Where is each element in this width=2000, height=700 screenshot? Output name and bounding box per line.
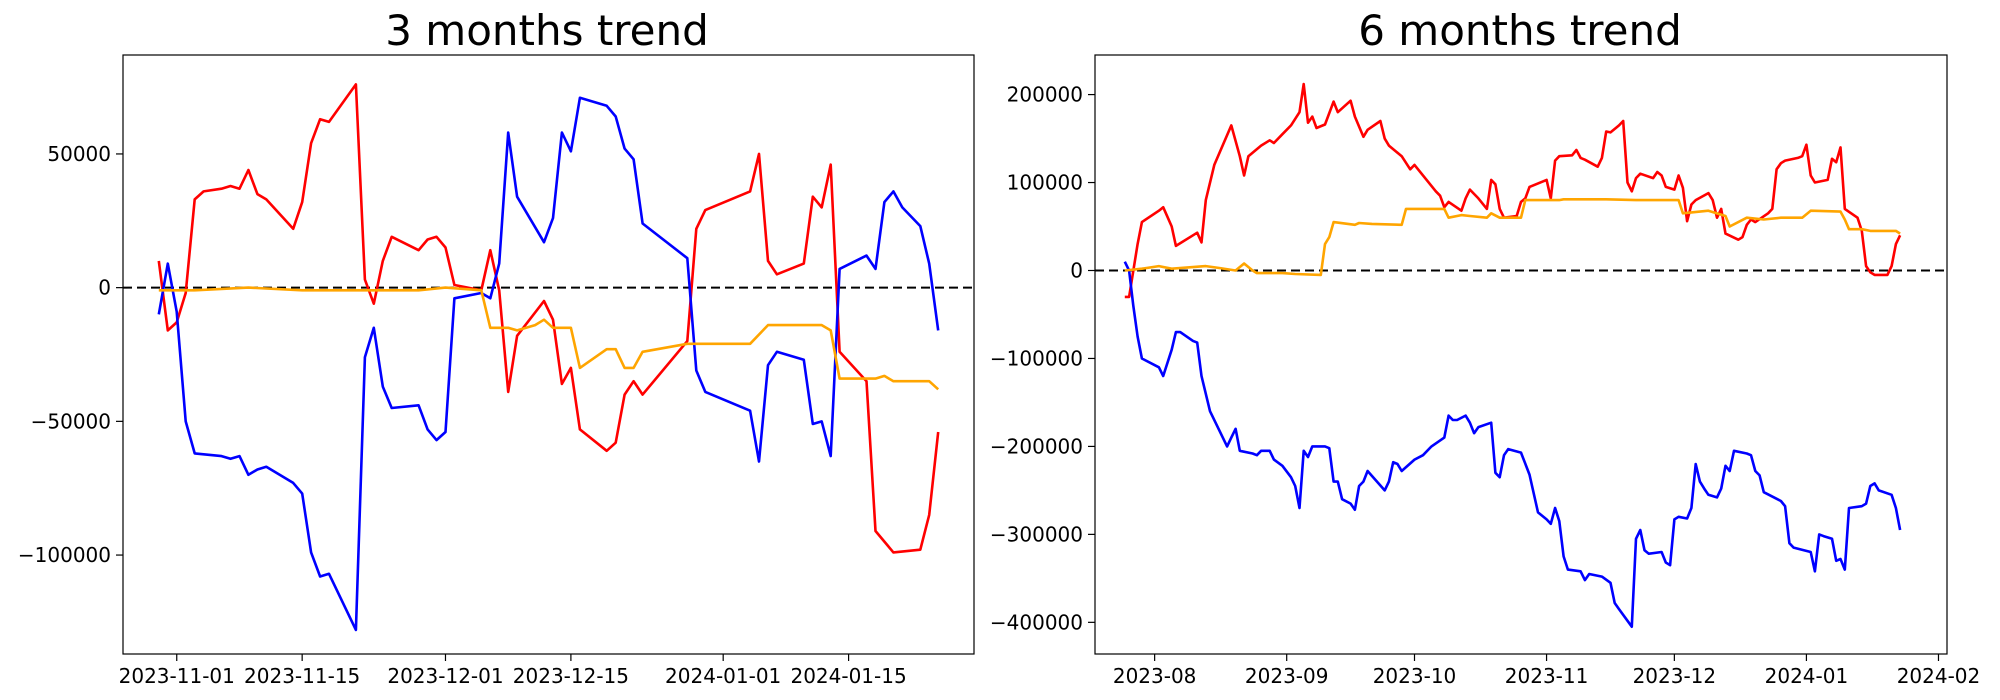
y-tick-label: −100000 — [990, 346, 1083, 370]
chart-title: 3 months trend — [385, 6, 709, 55]
series-line-2 — [1123, 261, 1902, 629]
plot-frame — [1094, 54, 1948, 655]
series-line-1 — [157, 83, 940, 554]
x-tick-label: 2023-12-01 — [387, 664, 503, 688]
series-line-3 — [158, 286, 940, 391]
x-tick-label: 2023-11 — [1505, 664, 1589, 688]
y-tick-label: 100000 — [1007, 171, 1083, 195]
x-tick-label: 2023-08 — [1113, 664, 1197, 688]
plot-frame — [122, 54, 975, 655]
y-tick-label: −300000 — [990, 522, 1083, 546]
y-tick-label: 0 — [98, 276, 111, 300]
series-line-2 — [157, 96, 940, 632]
x-tick-label: 2023-09 — [1245, 664, 1329, 688]
x-tick-label: 2024-01-15 — [790, 664, 906, 688]
x-tick-label: 2023-11-01 — [119, 664, 235, 688]
y-tick-label: 50000 — [47, 142, 111, 166]
y-tick-label: −100000 — [18, 543, 111, 567]
y-tick-label: 200000 — [1007, 83, 1083, 107]
x-tick-label: 2023-12-15 — [513, 664, 629, 688]
chart-panel-6-months: 6 months trend 2023-08 2023-09 2023-10 2023… — [990, 6, 1980, 688]
y-tick-label: −200000 — [990, 434, 1083, 458]
y-tick-label: 0 — [1070, 258, 1083, 282]
x-tick-label: 2024-02 — [1897, 664, 1981, 688]
chart-title: 6 months trend — [1358, 6, 1682, 55]
chart-panel-3-months: 3 months trend 2023-11-01 2023-11-15 2023-… — [18, 6, 975, 688]
y-tick-label: −400000 — [990, 610, 1083, 634]
x-tick-label: 2024-01 — [1765, 664, 1849, 688]
y-tick-label: −50000 — [31, 409, 111, 433]
x-tick-label: 2023-12 — [1633, 664, 1717, 688]
series-line-1 — [1124, 82, 1902, 299]
x-tick-label: 2024-01-01 — [665, 664, 781, 688]
series-line-3 — [1124, 198, 1901, 277]
x-tick-label: 2023-11-15 — [244, 664, 360, 688]
x-tick-label: 2023-10 — [1373, 664, 1457, 688]
